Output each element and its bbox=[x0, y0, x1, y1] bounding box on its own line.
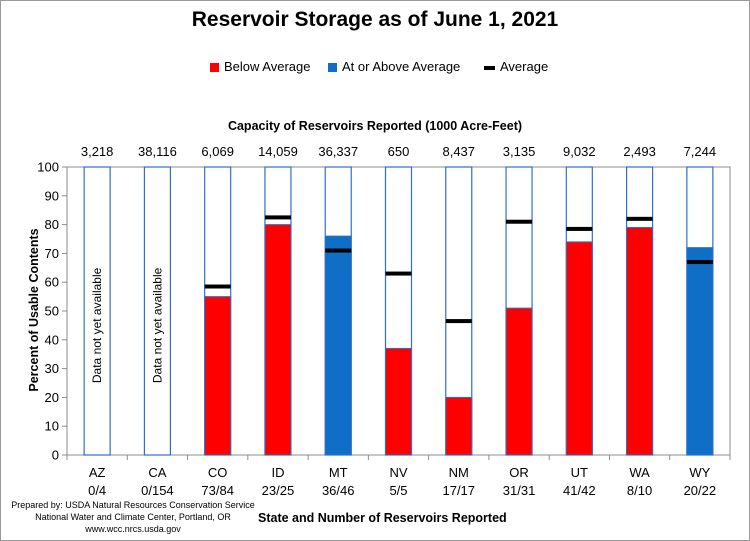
y-tick-label: 30 bbox=[45, 361, 59, 376]
reservoir-count-wy: 20/22 bbox=[684, 483, 717, 498]
capacity-label-nv: 650 bbox=[388, 144, 410, 159]
average-marker-wy bbox=[686, 260, 713, 265]
no-data-label-az: Data not yet available bbox=[90, 267, 104, 383]
legend-line-average bbox=[484, 65, 495, 70]
reservoir-count-mt: 36/46 bbox=[322, 483, 355, 498]
reservoir-count-nm: 17/17 bbox=[442, 483, 475, 498]
x-tick-label-wa: WA bbox=[629, 465, 650, 480]
bar-nm bbox=[445, 396, 473, 456]
legend: Below Average At or Above Average Averag… bbox=[0, 59, 750, 79]
average-marker-id bbox=[264, 215, 291, 220]
average-marker-nm bbox=[445, 319, 472, 324]
chart-title: Reservoir Storage as of June 1, 2021 bbox=[191, 8, 559, 31]
legend-item-average: Average bbox=[484, 59, 548, 74]
y-tick-label: 60 bbox=[45, 275, 59, 290]
average-marker-wa bbox=[626, 216, 653, 221]
credit-note: Prepared by: USDA Natural Resources Cons… bbox=[8, 499, 258, 535]
bar-nv bbox=[385, 347, 412, 456]
bar-ut bbox=[565, 241, 593, 456]
x-axis-label: State and Number of Reservoirs Reported bbox=[258, 511, 507, 525]
reservoir-count-wa: 8/10 bbox=[627, 483, 652, 498]
y-tick-label: 70 bbox=[45, 246, 59, 261]
bar-wy bbox=[686, 247, 714, 456]
average-marker-ut bbox=[566, 226, 593, 231]
capacity-label-ca: 38,116 bbox=[138, 144, 177, 159]
reservoir-count-ca: 0/154 bbox=[141, 483, 174, 498]
x-tick-label-wy: WY bbox=[689, 465, 710, 480]
y-tick-label: 20 bbox=[45, 390, 59, 405]
average-marker-or bbox=[506, 219, 533, 224]
average-marker-co bbox=[204, 284, 231, 289]
x-tick-label-co: CO bbox=[208, 465, 228, 480]
capacity-label-wa: 2,493 bbox=[623, 144, 656, 159]
average-marker-mt bbox=[325, 248, 352, 253]
x-tick-label-ca: CA bbox=[148, 465, 166, 480]
reservoir-count-id: 23/25 bbox=[262, 483, 295, 498]
legend-label-above: At or Above Average bbox=[342, 59, 461, 74]
legend-swatch-below bbox=[210, 63, 219, 73]
capacity-label-wy: 7,244 bbox=[684, 144, 717, 159]
reservoir-count-nv: 5/5 bbox=[389, 483, 407, 498]
y-axis-label: Percent of Usable Contents bbox=[27, 228, 41, 392]
y-tick-label: 10 bbox=[45, 419, 59, 434]
capacity-outline-ca bbox=[143, 166, 172, 456]
legend-label-below: Below Average bbox=[224, 59, 311, 74]
credit-line-1: Prepared by: USDA Natural Resources Cons… bbox=[11, 500, 255, 510]
legend-label-average: Average bbox=[500, 59, 549, 74]
capacity-label-nm: 8,437 bbox=[442, 144, 475, 159]
x-tick-label-id: ID bbox=[271, 465, 284, 480]
bar-id bbox=[264, 224, 292, 456]
y-tick-label: 100 bbox=[37, 160, 59, 175]
y-tick-label: 50 bbox=[45, 304, 59, 319]
credit-line-3: www.wcc.nrcs.usda.gov bbox=[85, 524, 181, 534]
bar-mt bbox=[324, 235, 352, 456]
x-tick-label-az: AZ bbox=[89, 465, 106, 480]
legend-swatch-above bbox=[328, 63, 337, 73]
capacity-label-mt: 36,337 bbox=[318, 144, 358, 159]
capacity-label-co: 6,069 bbox=[201, 144, 234, 159]
legend-item-below: Below Average bbox=[210, 59, 311, 74]
no-data-label-ca: Data not yet available bbox=[150, 267, 164, 383]
reservoir-count-co: 73/84 bbox=[201, 483, 234, 498]
credit-line-2: National Water and Climate Center, Portl… bbox=[35, 512, 231, 522]
capacity-title: Capacity of Reservoirs Reported (1000 Ac… bbox=[227, 119, 523, 133]
bar-wa bbox=[626, 226, 654, 456]
x-tick-label-or: OR bbox=[509, 465, 529, 480]
reservoir-count-ut: 41/42 bbox=[563, 483, 596, 498]
bar-or bbox=[505, 307, 533, 456]
y-tick-label: 40 bbox=[45, 332, 59, 347]
x-tick-label-nv: NV bbox=[389, 465, 407, 480]
y-tick-label: 90 bbox=[45, 188, 59, 203]
capacity-label-ut: 9,032 bbox=[563, 144, 596, 159]
y-tick-label: 0 bbox=[52, 448, 59, 463]
y-tick-label: 80 bbox=[45, 217, 59, 232]
x-tick-label-ut: UT bbox=[571, 465, 588, 480]
capacity-label-id: 14,059 bbox=[258, 144, 298, 159]
capacity-label-az: 3,218 bbox=[81, 144, 114, 159]
reservoir-count-or: 31/31 bbox=[503, 483, 536, 498]
bar-co bbox=[204, 296, 232, 456]
x-tick-label-nm: NM bbox=[449, 465, 469, 480]
average-marker-nv bbox=[385, 271, 412, 276]
legend-item-above: At or Above Average bbox=[328, 59, 460, 74]
capacity-outline-az bbox=[83, 166, 111, 456]
reservoir-count-az: 0/4 bbox=[88, 483, 106, 498]
capacity-label-or: 3,135 bbox=[503, 144, 536, 159]
x-tick-label-mt: MT bbox=[329, 465, 348, 480]
